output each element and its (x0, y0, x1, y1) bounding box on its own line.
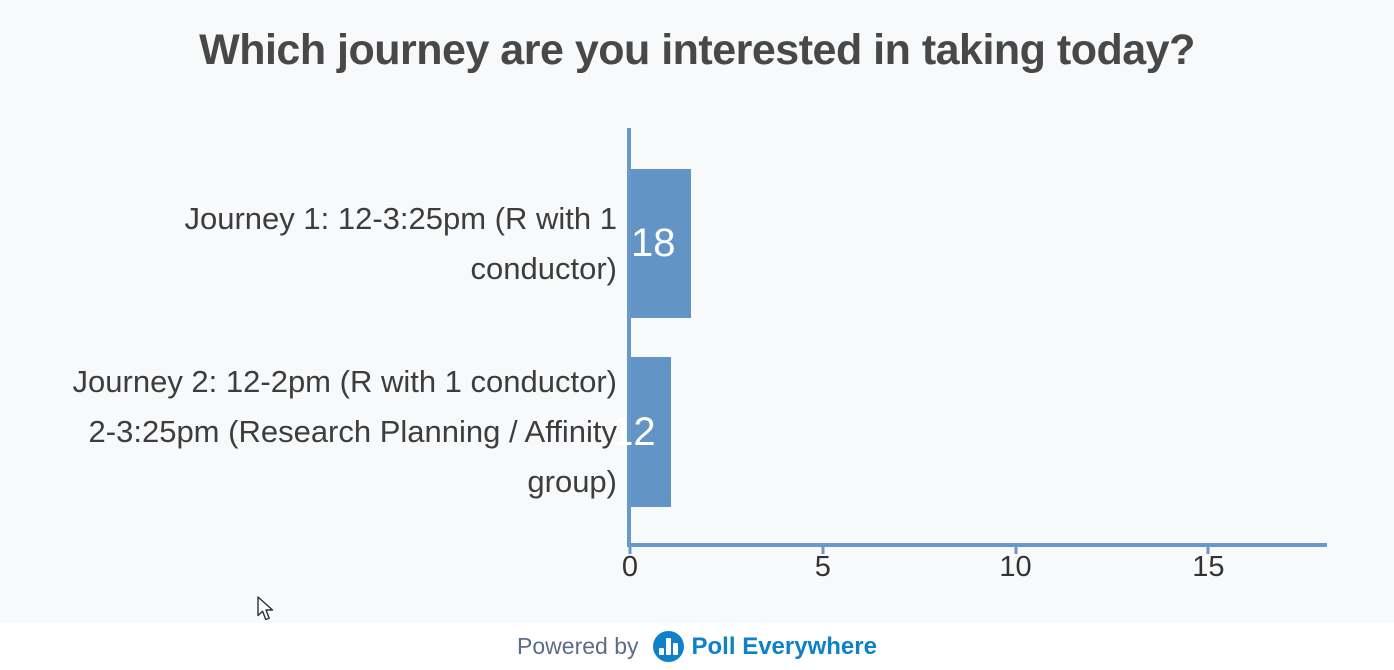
bar-value-label: 18 (631, 221, 676, 265)
category-label-journey-1: Journey 1: 12-3:25pm (R with 1 conductor… (55, 169, 618, 318)
x-tick-label: 0 (621, 551, 639, 583)
poll-everywhere-brand: Poll Everywhere (652, 631, 877, 662)
x-tick-label: 5 (814, 551, 831, 583)
x-tick-mark (1206, 547, 1210, 554)
bar-journey-2: 12 (611, 357, 671, 507)
x-axis-line (627, 543, 1327, 547)
bar-row: 18 (631, 169, 691, 318)
plot-area: 18 12 0 5 10 15 (611, 128, 1327, 583)
powered-by-text: Powered by (517, 633, 639, 659)
bar-row: 12 (611, 357, 691, 507)
chart-title: Which journey are you interested in taki… (199, 26, 1195, 74)
footer-bar: Powered by Poll Everywhere (0, 623, 1394, 670)
bar-journey-1: 18 (631, 169, 691, 318)
logo-bar-tall (665, 638, 671, 655)
logo-bar-medium (672, 643, 678, 655)
bar-value-label: 12 (611, 409, 656, 454)
x-tick-mark (821, 547, 825, 554)
x-tick-mark (628, 547, 632, 554)
category-label-text: Journey 1: 12-3:25pm (R with 1 conductor… (184, 200, 618, 286)
category-label-text: Journey 2: 12-2pm (R with 1 conductor) 2… (72, 364, 617, 499)
poll-everywhere-logo-icon (652, 631, 684, 662)
x-tick-mark (1014, 547, 1018, 554)
mouse-cursor-icon (257, 596, 274, 621)
brand-name-text: Poll Everywhere (691, 632, 877, 660)
x-tick-label: 15 (1192, 551, 1225, 583)
category-label-journey-2: Journey 2: 12-2pm (R with 1 conductor) 2… (55, 357, 617, 507)
y-axis-line (627, 128, 631, 547)
x-tick-label: 10 (999, 551, 1032, 583)
logo-bar-short (658, 648, 664, 655)
